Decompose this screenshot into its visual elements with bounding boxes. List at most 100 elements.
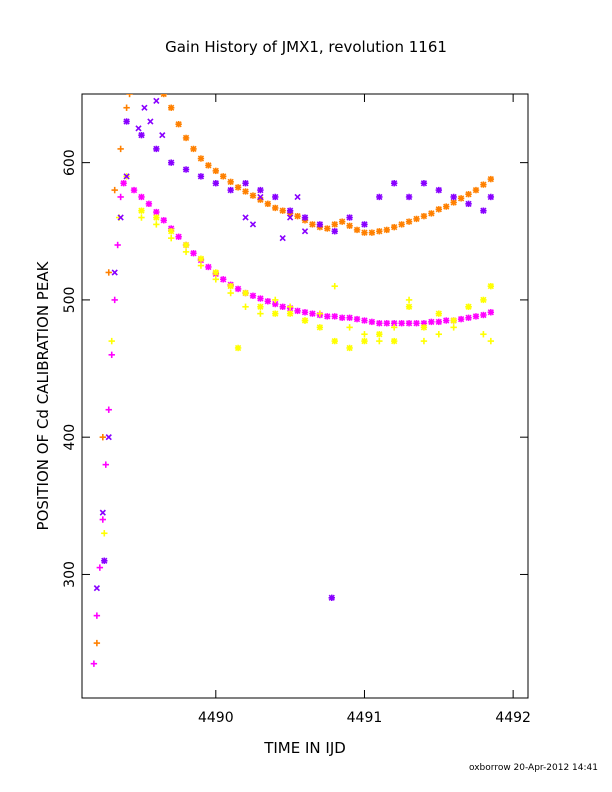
data-point <box>272 193 279 201</box>
data-point <box>93 612 101 619</box>
y-axis-label: POSITION OF Cd CALIBRATION PEAK <box>34 260 52 530</box>
data-point <box>160 94 167 98</box>
data-point <box>328 594 335 601</box>
data-point <box>420 337 428 345</box>
data-point <box>324 313 331 320</box>
data-point <box>279 303 286 310</box>
data-point <box>138 131 145 139</box>
data-point <box>346 214 353 221</box>
data-point <box>435 206 442 213</box>
data-point <box>480 296 487 304</box>
data-point <box>487 282 495 290</box>
data-point <box>197 155 205 162</box>
data-point <box>227 178 234 186</box>
data-point <box>93 585 100 592</box>
data-point <box>264 200 272 208</box>
data-point <box>301 309 309 316</box>
data-point <box>168 228 175 235</box>
data-point <box>249 192 257 199</box>
data-point <box>316 310 324 317</box>
data-point <box>286 303 294 310</box>
x-tick-label: 4491 <box>347 710 383 726</box>
data-point <box>420 212 428 220</box>
data-point <box>391 180 398 187</box>
data-point <box>361 331 368 338</box>
data-point <box>138 207 145 214</box>
data-point <box>331 221 338 228</box>
data-point <box>234 344 242 352</box>
data-point <box>286 207 294 214</box>
data-point <box>205 263 212 271</box>
data-point <box>376 337 383 345</box>
data-point <box>309 310 316 317</box>
data-point <box>153 145 160 153</box>
data-point <box>212 167 219 175</box>
data-point <box>99 516 107 523</box>
data-point <box>197 173 205 180</box>
data-point <box>272 310 279 317</box>
data-point <box>420 324 428 331</box>
data-point <box>123 173 130 180</box>
data-point <box>249 221 257 228</box>
data-point <box>286 310 294 317</box>
data-point <box>138 193 145 201</box>
data-point <box>316 324 324 331</box>
data-point <box>130 186 138 194</box>
data-point <box>346 344 353 352</box>
data-point <box>465 191 472 198</box>
data-point <box>338 218 346 225</box>
data-point <box>450 324 457 331</box>
data-point <box>450 317 457 324</box>
data-point <box>242 180 249 187</box>
data-point <box>487 337 495 345</box>
footer-credit: oxborrow 20-Apr-2012 14:41 <box>469 763 598 773</box>
data-point <box>160 217 167 224</box>
data-point <box>361 317 368 324</box>
data-point <box>413 215 420 223</box>
data-point <box>227 282 234 290</box>
data-point <box>443 317 450 324</box>
data-point <box>101 530 108 537</box>
data-point <box>287 214 294 221</box>
data-point <box>197 255 205 262</box>
chart-title: Gain History of JMX1, revolution 1161 <box>165 38 447 56</box>
x-tick-label: 4492 <box>495 710 531 726</box>
data-point <box>316 221 324 228</box>
data-point <box>105 434 112 441</box>
data-points-layer <box>90 94 495 667</box>
data-point <box>405 218 413 225</box>
data-point <box>147 118 154 125</box>
data-point <box>376 320 383 327</box>
data-point <box>111 296 118 304</box>
data-point <box>220 276 227 283</box>
y-tick-label: 300 <box>62 561 78 588</box>
data-point <box>117 193 124 201</box>
data-point <box>353 315 361 323</box>
data-point <box>338 314 346 321</box>
data-point <box>96 564 104 571</box>
data-point <box>487 193 495 201</box>
data-point <box>480 207 487 214</box>
data-point <box>465 314 472 321</box>
data-point <box>90 660 98 667</box>
data-point <box>105 269 112 276</box>
data-point <box>197 262 205 269</box>
data-point <box>249 292 257 299</box>
data-point <box>294 212 301 220</box>
data-point <box>99 509 106 516</box>
data-point <box>301 317 309 324</box>
data-point <box>117 214 124 221</box>
data-point <box>301 214 309 221</box>
data-point <box>391 324 398 331</box>
data-point <box>420 180 428 187</box>
data-point <box>242 303 249 310</box>
x-axis-label: TIME IN IJD <box>263 739 346 757</box>
data-point <box>153 221 160 228</box>
axes-layer: 4490 4491 4492 300 400 500 600 <box>62 94 531 726</box>
data-point <box>182 166 190 173</box>
data-point <box>346 324 353 331</box>
data-point <box>480 311 487 319</box>
data-point <box>168 104 175 111</box>
data-point <box>182 134 190 142</box>
data-point <box>413 320 420 327</box>
